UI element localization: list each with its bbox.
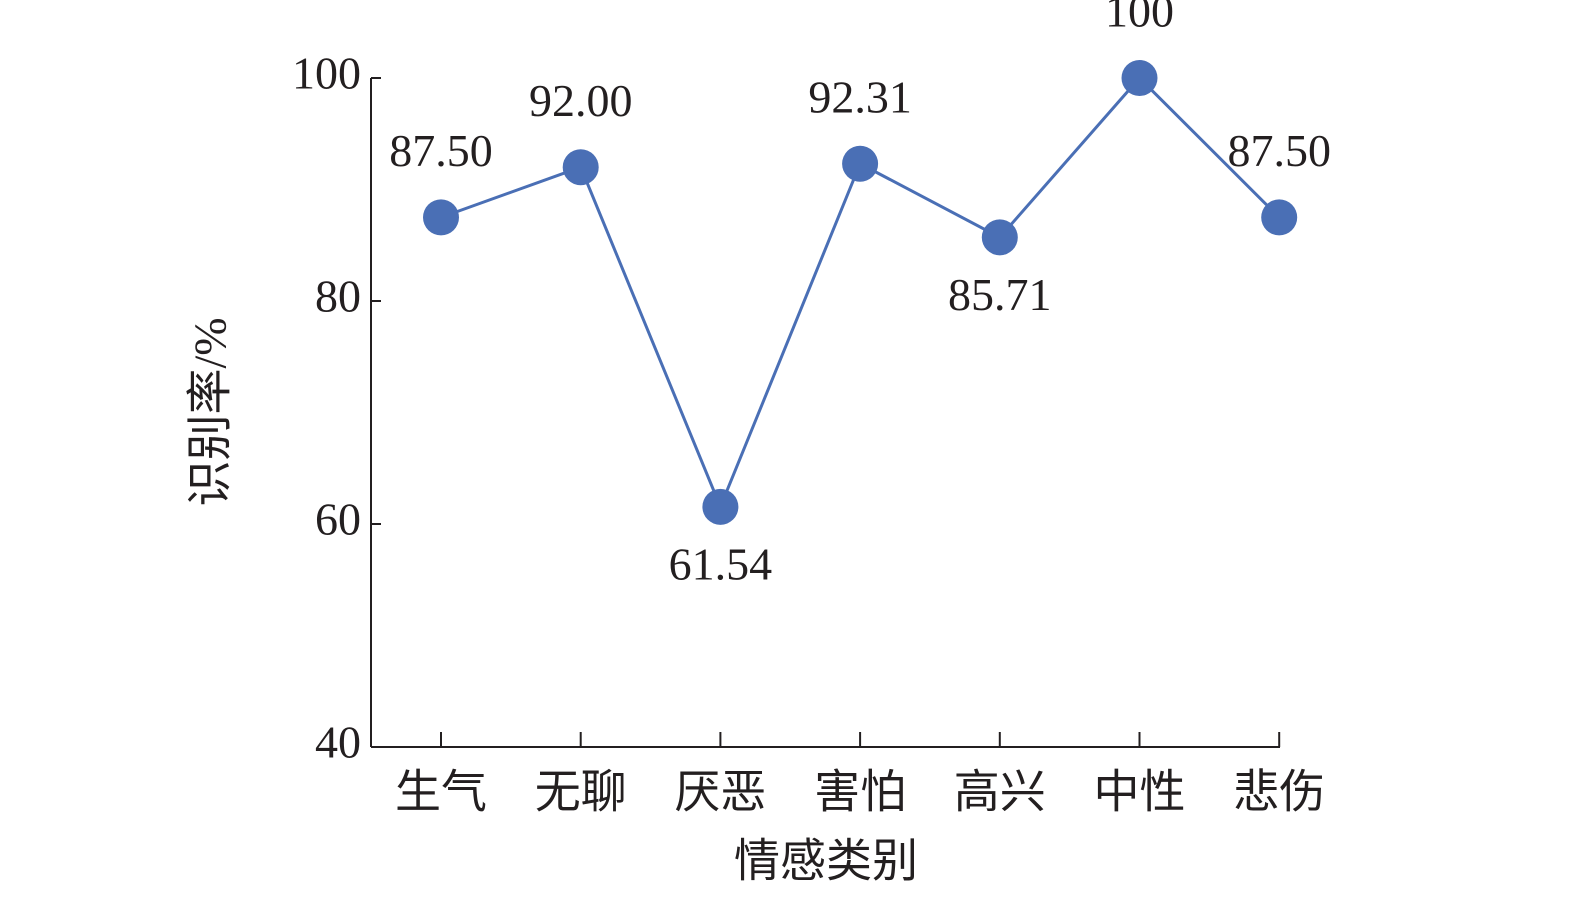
marker <box>842 145 879 182</box>
y-tick-label: 80 <box>315 271 361 322</box>
x-tick-label: 悲伤 <box>1233 767 1325 818</box>
x-tick-label: 中性 <box>1094 767 1186 818</box>
marker <box>1261 199 1298 236</box>
x-tick-label: 厌恶 <box>674 767 766 818</box>
data-label: 92.31 <box>808 71 912 122</box>
line <box>440 75 1281 511</box>
marker <box>562 149 599 186</box>
marker <box>1121 60 1158 96</box>
y-tick-label: 60 <box>315 494 361 545</box>
x-tick-label: 害怕 <box>814 767 906 818</box>
y-axis-title: 识别率/% <box>185 317 236 506</box>
data-label: 61.54 <box>669 538 773 589</box>
data-label: 87.50 <box>389 125 493 176</box>
marker <box>702 488 739 525</box>
x-axis-title: 情感类别 <box>734 836 918 887</box>
data-label: 85.71 <box>948 269 1052 320</box>
data-label: 87.50 <box>1227 125 1331 176</box>
x-tick-label: 高兴 <box>954 767 1046 818</box>
y-tick-label: 40 <box>315 717 361 768</box>
data-label: 92.00 <box>529 75 633 126</box>
x-tick-label: 无聊 <box>535 767 627 818</box>
y-tick-label: 100 <box>292 48 361 99</box>
data-label: 100 <box>1105 0 1174 37</box>
marker <box>423 199 459 236</box>
x-tick-label: 生气 <box>395 767 487 818</box>
marker <box>981 219 1018 256</box>
